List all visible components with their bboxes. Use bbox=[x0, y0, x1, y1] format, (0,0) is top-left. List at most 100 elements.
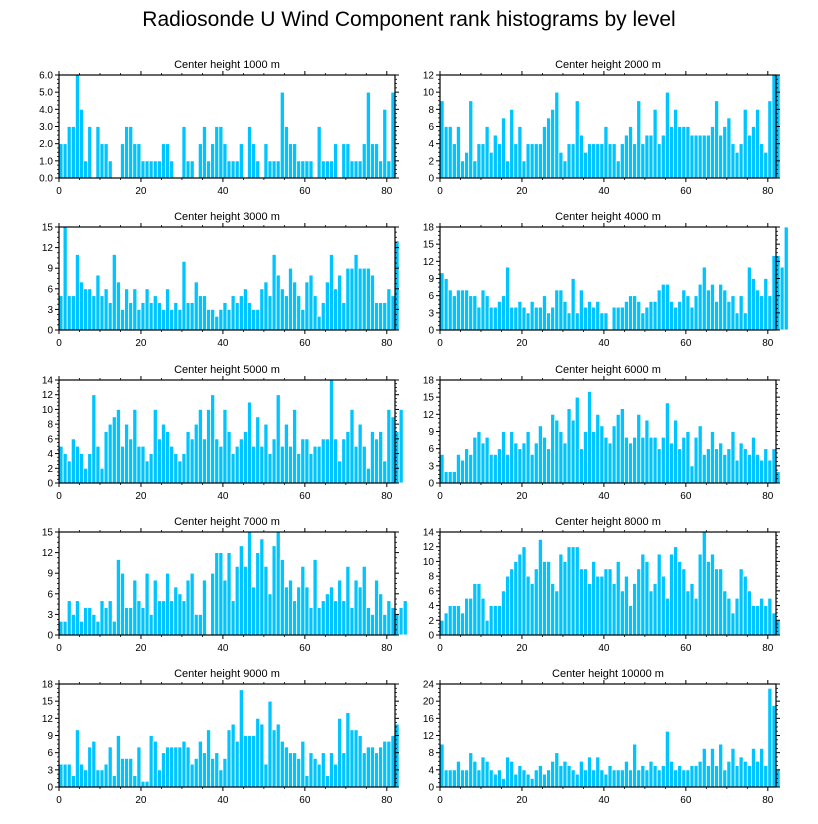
histogram-bar bbox=[169, 160, 175, 179]
y-tick-label: 3 bbox=[428, 308, 434, 319]
histogram-bar bbox=[537, 425, 543, 484]
histogram-bar bbox=[525, 575, 531, 636]
histogram-bar bbox=[685, 126, 691, 179]
histogram-bar bbox=[193, 614, 199, 636]
histogram-bar bbox=[165, 288, 171, 331]
histogram-bar bbox=[443, 769, 449, 788]
histogram-bar bbox=[312, 757, 318, 788]
histogram-bar bbox=[501, 431, 506, 484]
y-tick-label: 6 bbox=[428, 291, 434, 302]
histogram-bar bbox=[562, 760, 568, 788]
histogram-bar bbox=[492, 453, 498, 484]
histogram-bar bbox=[218, 445, 224, 484]
histogram-bar bbox=[480, 597, 486, 636]
histogram-bar bbox=[300, 565, 306, 636]
histogram-bar bbox=[484, 619, 490, 636]
histogram-bar bbox=[673, 769, 679, 788]
histogram-bar bbox=[718, 743, 724, 788]
histogram-bar bbox=[718, 283, 724, 331]
histogram-bar bbox=[439, 619, 445, 636]
histogram-bar bbox=[230, 295, 236, 331]
histogram-bar bbox=[542, 295, 547, 331]
histogram-bar bbox=[652, 583, 658, 636]
histogram-bar bbox=[222, 143, 228, 179]
histogram-bar bbox=[296, 757, 302, 788]
histogram-bar bbox=[173, 302, 179, 331]
histogram-bar bbox=[472, 160, 478, 179]
histogram-bar bbox=[603, 568, 609, 636]
histogram-bar bbox=[87, 288, 93, 331]
histogram-bar bbox=[558, 765, 564, 788]
histogram-bar bbox=[140, 160, 146, 179]
histogram-bar bbox=[62, 226, 68, 331]
histogram-bar bbox=[107, 600, 113, 636]
histogram-bar bbox=[587, 143, 593, 179]
histogram-bar bbox=[693, 765, 699, 788]
histogram-bar bbox=[238, 143, 244, 179]
histogram-bar bbox=[181, 126, 187, 179]
histogram-bar bbox=[464, 597, 470, 636]
histogram-bar bbox=[234, 445, 240, 484]
histogram-bar bbox=[746, 765, 752, 788]
histogram-bar bbox=[304, 281, 310, 331]
histogram-bar bbox=[226, 552, 232, 636]
histogram-bar bbox=[632, 583, 638, 636]
y-tick-label: 3.0 bbox=[39, 122, 53, 133]
histogram-bar bbox=[345, 267, 351, 331]
histogram-bar bbox=[333, 763, 339, 788]
histogram-bar bbox=[263, 423, 269, 484]
x-tick-label: 60 bbox=[299, 643, 311, 654]
histogram-bar bbox=[156, 769, 162, 788]
histogram-bar bbox=[718, 568, 724, 636]
histogram-bar bbox=[324, 438, 330, 484]
histogram-bar bbox=[685, 590, 691, 636]
histogram-bar bbox=[443, 471, 449, 484]
histogram-bar bbox=[652, 436, 658, 484]
histogram-bar bbox=[632, 143, 638, 179]
histogram-bar bbox=[513, 306, 519, 331]
histogram-bar bbox=[677, 561, 683, 636]
y-tick-label: 18 bbox=[423, 223, 435, 234]
histogram-bar bbox=[705, 448, 711, 484]
histogram-bar bbox=[144, 572, 150, 636]
x-tick-label: 40 bbox=[598, 795, 610, 806]
histogram-bar bbox=[79, 453, 84, 484]
histogram-bar bbox=[619, 143, 625, 179]
histogram-bar bbox=[283, 746, 289, 788]
histogram-bar bbox=[337, 579, 343, 636]
histogram-bar bbox=[599, 312, 605, 331]
histogram-bar bbox=[734, 151, 740, 179]
histogram-bar bbox=[705, 765, 711, 788]
histogram-bar bbox=[619, 408, 625, 484]
histogram-bar bbox=[607, 143, 613, 179]
histogram-bar bbox=[214, 552, 220, 636]
x-tick-label: 60 bbox=[299, 795, 311, 806]
histogram-bar bbox=[161, 143, 166, 179]
histogram-bar bbox=[378, 746, 384, 788]
histogram-bar bbox=[394, 723, 400, 788]
histogram-bar bbox=[447, 289, 453, 331]
histogram-bar bbox=[341, 302, 347, 331]
histogram-bar bbox=[566, 765, 572, 788]
x-tick-label: 20 bbox=[135, 338, 147, 349]
histogram-bar bbox=[525, 773, 531, 788]
histogram-bar bbox=[578, 760, 584, 788]
histogram-bar bbox=[603, 773, 609, 788]
histogram-bar bbox=[652, 765, 658, 788]
histogram-bar bbox=[455, 453, 461, 484]
histogram-bar bbox=[320, 752, 326, 788]
histogram-bar bbox=[279, 559, 285, 636]
histogram-bar bbox=[517, 553, 523, 636]
histogram-bar bbox=[324, 160, 330, 179]
y-tick-label: 3 bbox=[47, 610, 53, 621]
histogram-bar bbox=[349, 729, 355, 788]
histogram-bar bbox=[378, 302, 384, 331]
x-tick-label: 20 bbox=[135, 491, 147, 502]
histogram-bar bbox=[595, 300, 601, 331]
histogram-bar bbox=[83, 607, 89, 636]
histogram-bar bbox=[382, 740, 388, 788]
histogram-bar bbox=[370, 431, 375, 484]
histogram-bar bbox=[759, 597, 765, 636]
histogram-bar bbox=[554, 419, 560, 484]
histogram-bar bbox=[710, 553, 715, 636]
